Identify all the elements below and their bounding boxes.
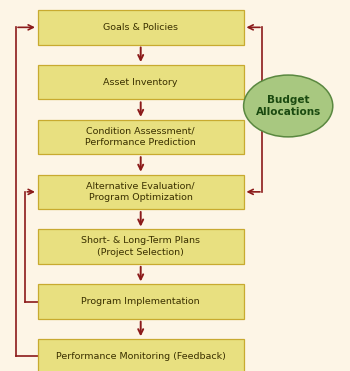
- Text: Performance Monitoring (Feedback): Performance Monitoring (Feedback): [56, 352, 226, 361]
- Text: Short- & Long-Term Plans
(Project Selection): Short- & Long-Term Plans (Project Select…: [81, 236, 200, 257]
- FancyBboxPatch shape: [38, 284, 244, 319]
- FancyBboxPatch shape: [38, 10, 244, 45]
- Text: Program Implementation: Program Implementation: [82, 297, 200, 306]
- Text: Alternative Evaluation/
Program Optimization: Alternative Evaluation/ Program Optimiza…: [86, 181, 195, 202]
- Text: Asset Inventory: Asset Inventory: [104, 78, 178, 87]
- FancyBboxPatch shape: [38, 65, 244, 99]
- Ellipse shape: [244, 75, 333, 137]
- FancyBboxPatch shape: [38, 175, 244, 209]
- Text: Goals & Policies: Goals & Policies: [103, 23, 178, 32]
- FancyBboxPatch shape: [38, 120, 244, 154]
- Text: Condition Assessment/
Performance Prediction: Condition Assessment/ Performance Predic…: [85, 127, 196, 147]
- FancyBboxPatch shape: [38, 339, 244, 371]
- FancyBboxPatch shape: [38, 229, 244, 264]
- Text: Budget
Allocations: Budget Allocations: [256, 95, 321, 117]
